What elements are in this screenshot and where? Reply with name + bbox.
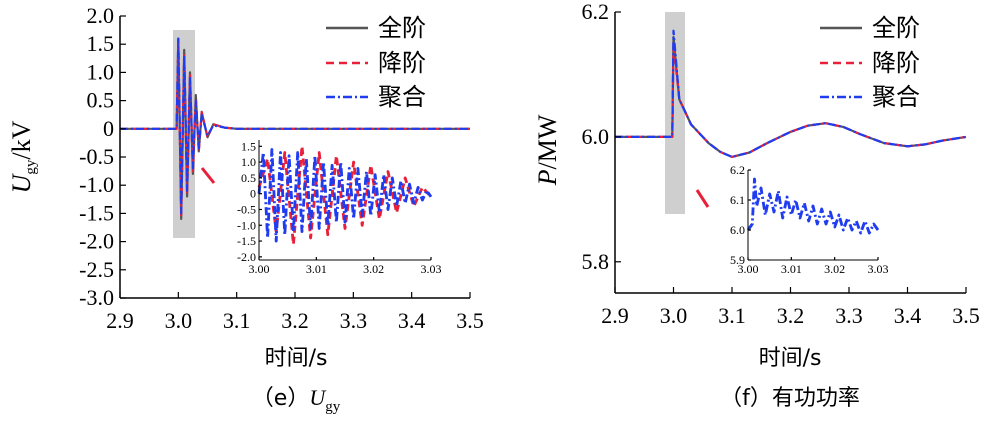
chart-f-y-label: P/MW [533, 114, 562, 186]
chart-e-inset-ytick-label: 0.5 [241, 171, 256, 185]
chart-e-inset-xtick-label: 3.02 [363, 262, 384, 276]
legend-f-label-aggregate: 聚合 [872, 83, 920, 111]
chart-e-ytick-label: -1.0 [79, 172, 114, 197]
chart-e-xlabel: 时间/s [265, 346, 328, 371]
chart-e-inset-xtick-label: 3.03 [421, 262, 442, 276]
chart-e-inset-xtick-label: 3.00 [249, 262, 270, 276]
chart-f-ytick-label: 5.8 [582, 249, 610, 274]
chart-e-inset-xtick-label: 3.01 [306, 262, 327, 276]
chart-e-xtick-label: 3.4 [398, 308, 426, 333]
chart-e-inset-ytick-label: -2.0 [237, 250, 256, 264]
chart-e-inset: 3.00 3.01 3.02 3.03 1.5 1.0 0.5 0-0.5 -1.0 -1.5 -2… [237, 139, 442, 276]
chart-e-ytick-label: -2.0 [79, 229, 114, 254]
legend-e-label-reduced: 降阶 [378, 49, 426, 77]
chart-f-ytick-label: 6.2 [582, 0, 610, 24]
chart-f-inset-series-layer [746, 177, 880, 235]
chart-e-xtick-label: 3.5 [456, 308, 484, 333]
chart-e-xtick-label: 3.3 [340, 308, 368, 333]
chart-f-inset-ytick-label: 5.9 [730, 253, 745, 267]
chart-f-inset-xtick-label: 3.03 [868, 262, 889, 276]
chart-e: 2.9 3.0 3.1 3.2 3.3 3.4 3.52.01.51.00.50-0.5-1… [7, 3, 484, 415]
chart-f-xtick-label: 2.9 [601, 303, 629, 328]
chart-f-inset-ytick-label: 6.1 [730, 193, 745, 207]
chart-f-caption-prefix: （f） [720, 386, 772, 411]
chart-e-inset-ytick-label: -1.0 [237, 218, 256, 232]
chart-f-caption-text: 有功功率 [772, 386, 860, 411]
chart-e-xtick-label: 3.0 [165, 308, 193, 333]
chart-e-inset-ytick-label: -0.5 [237, 202, 256, 216]
chart-e-caption-prefix: （e） [252, 386, 310, 411]
chart-f-xtick-label: 3.4 [894, 303, 922, 328]
chart-e-inset-ytick-label: 0 [250, 187, 256, 201]
chart-e-ytick-label: 1.0 [87, 59, 115, 84]
chart-f: 2.9 3.0 3.1 3.2 3.3 3.4 3.5 6.2 6.0 5.8 P/MW 时间/s… [533, 0, 980, 411]
chart-f-inset: 3.00 3.01 3.02 3.03 6.2 6.1 6.0 5.9 [730, 163, 889, 276]
chart-e-y-label: Ugy/kV [7, 120, 39, 193]
chart-e-ytick-label: 0.5 [87, 88, 115, 113]
legend-f-label-full: 全阶 [872, 14, 920, 42]
chart-e-ytick-label: -2.5 [79, 257, 114, 282]
chart-e-ytick-label: -0.5 [79, 144, 114, 169]
chart-e-inset-ytick-label: 1.5 [241, 139, 256, 153]
chart-f-xtick-label: 3.0 [660, 303, 688, 328]
chart-e-ytick-label: 0 [103, 116, 114, 141]
chart-e-caption-var: U [309, 385, 327, 410]
svg-text:Ugy/kV: Ugy/kV [7, 120, 39, 193]
chart-f-inset-ticks: 3.00 3.01 3.02 3.03 6.2 6.1 6.0 5.9 [730, 163, 889, 276]
chart-e-ytick-label: -1.5 [79, 200, 114, 225]
chart-f-caption: （f）有功功率 [720, 386, 860, 411]
chart-f-inset-ytick-label: 6.2 [730, 163, 745, 177]
svg-text:P/MW: P/MW [533, 114, 562, 186]
chart-e-xtick-label: 2.9 [106, 308, 134, 333]
chart-e-caption: （e）Ugy [252, 385, 341, 415]
chart-f-inset-xtick-label: 3.01 [781, 262, 802, 276]
chart-f-inset-xtick-label: 3.00 [738, 262, 759, 276]
chart-e-xtick-label: 3.2 [281, 308, 309, 333]
chart-f-inset-series-aggregate [746, 177, 880, 235]
chart-f-xlabel: 时间/s [759, 346, 822, 371]
chart-e-ytick-label: 1.5 [87, 31, 115, 56]
chart-f-inset-ytick-label: 6.0 [730, 223, 745, 237]
legend-e-label-full: 全阶 [378, 14, 426, 42]
chart-e-caption-sub: gy [325, 399, 341, 415]
chart-e-zoom-connector [200, 167, 216, 184]
legend-e-label-aggregate: 聚合 [378, 83, 426, 111]
chart-f-legend: 全阶 降阶 聚合 [820, 14, 920, 111]
chart-e-ytick-label: -3.0 [79, 285, 114, 310]
chart-e-series-layer [120, 37, 470, 221]
chart-f-highlight [665, 12, 685, 214]
chart-e-ylabel-var: U [7, 172, 36, 193]
legend-f-label-reduced: 降阶 [872, 49, 920, 77]
chart-f-series-aggregate [615, 29, 967, 158]
chart-f-zoom-connector [695, 189, 710, 208]
chart-f-xtick-label: 3.3 [835, 303, 863, 328]
chart-e-inset-ytick-label: -1.5 [237, 234, 256, 248]
chart-f-xtick-label: 3.2 [777, 303, 805, 328]
chart-f-ytick-label: 6.0 [582, 124, 610, 149]
chart-e-xtick-label: 3.1 [223, 308, 251, 333]
chart-f-xtick-label: 3.1 [718, 303, 746, 328]
chart-e-inset-series-aggregate [257, 148, 433, 243]
chart-f-ticks: 2.9 3.0 3.1 3.2 3.3 3.4 3.5 6.2 6.0 5.8 [582, 0, 980, 328]
chart-e-ytick-label: 2.0 [87, 3, 115, 28]
chart-e-inset-ytick-label: 1.0 [241, 155, 256, 169]
chart-e-ticks: 2.9 3.0 3.1 3.2 3.3 3.4 3.52.01.51.00.50-0.5-1… [79, 3, 484, 333]
chart-e-ylabel-unit: /kV [7, 120, 36, 159]
chart-f-inset-xtick-label: 3.02 [824, 262, 845, 276]
chart-f-ylabel-var: P [533, 169, 562, 186]
chart-e-inset-ticks: 3.00 3.01 3.02 3.03 1.5 1.0 0.5 0-0.5 -1.0 -1.5 -2… [237, 139, 442, 276]
chart-e-ylabel-sub: gy [23, 159, 39, 175]
chart-e-inset-series-layer [257, 144, 433, 246]
chart-e-series-aggregate [120, 37, 470, 215]
chart-f-xtick-label: 3.5 [952, 303, 980, 328]
chart-f-ylabel-unit: /MW [533, 114, 562, 169]
chart-f-series-layer [615, 29, 967, 158]
chart-e-legend: 全阶 降阶 聚合 [326, 14, 426, 111]
